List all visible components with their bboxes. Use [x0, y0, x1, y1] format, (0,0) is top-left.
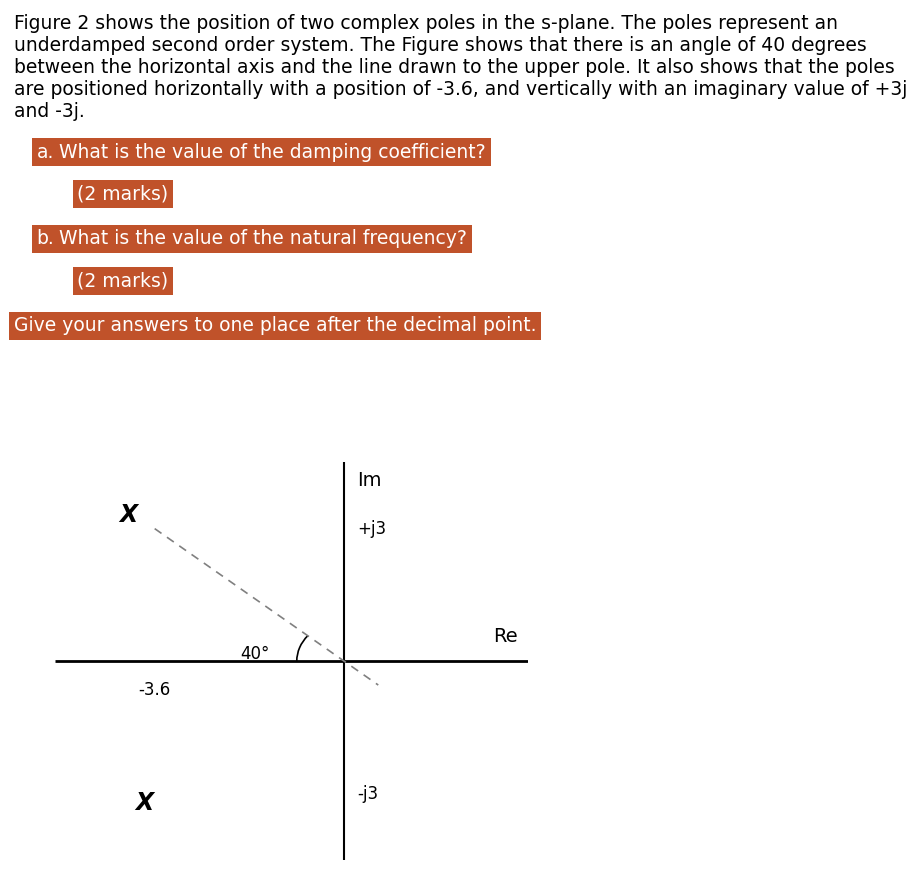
Text: Figure 2 shows the position of two complex poles in the s-plane. The poles repre: Figure 2 shows the position of two compl…	[14, 14, 838, 33]
Text: (2 marks): (2 marks)	[77, 184, 169, 204]
Text: and -3j.: and -3j.	[14, 102, 85, 121]
Text: What is the value of the natural frequency?: What is the value of the natural frequen…	[59, 230, 467, 248]
Text: What is the value of the damping coefficient?: What is the value of the damping coeffic…	[59, 142, 486, 162]
Text: Give your answers to one place after the decimal point.: Give your answers to one place after the…	[14, 316, 537, 336]
Text: between the horizontal axis and the line drawn to the upper pole. It also shows : between the horizontal axis and the line…	[14, 58, 895, 77]
Text: -j3: -j3	[357, 785, 378, 802]
Text: b.: b.	[36, 230, 54, 248]
Text: (2 marks): (2 marks)	[77, 272, 169, 290]
Text: 40°: 40°	[241, 645, 270, 663]
Text: X: X	[135, 791, 153, 815]
Text: a.: a.	[36, 142, 54, 162]
Text: are positioned horizontally with a position of -3.6, and vertically with an imag: are positioned horizontally with a posit…	[14, 80, 907, 99]
Text: +j3: +j3	[357, 520, 386, 538]
Text: -3.6: -3.6	[138, 681, 170, 699]
Text: Im: Im	[357, 471, 382, 490]
Text: underdamped second order system. The Figure shows that there is an angle of 40 d: underdamped second order system. The Fig…	[14, 36, 866, 55]
Text: X: X	[119, 503, 138, 527]
Text: Re: Re	[493, 627, 517, 646]
